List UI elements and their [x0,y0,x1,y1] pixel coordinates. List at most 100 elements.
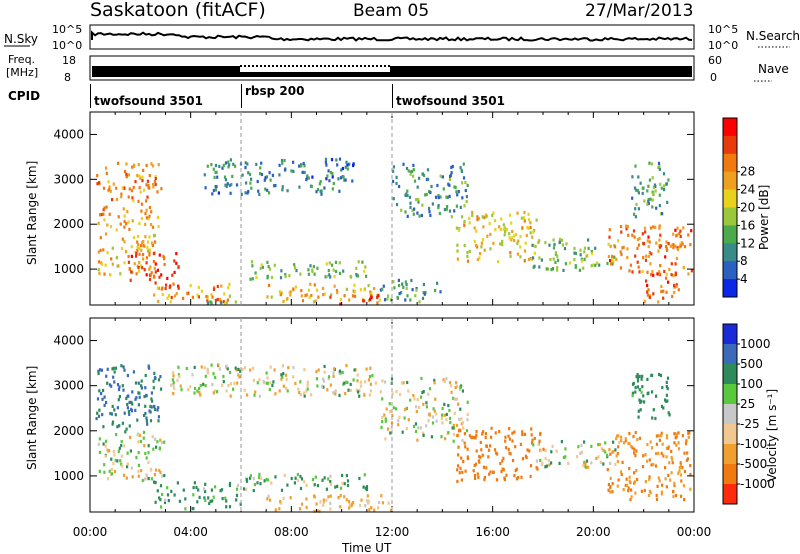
range-gate-cell [329,170,333,175]
freq-frame [89,55,695,81]
range-gate-cell [690,229,693,233]
range-gate-cell [683,451,686,455]
range-gate-cell [241,368,244,372]
range-gate-cell [627,489,630,493]
range-gate-cell [636,379,640,383]
range-gate-cell [662,296,665,300]
range-gate-cell [177,284,180,288]
range-gate-cell [672,490,675,494]
range-gate-cell [411,169,414,173]
range-gate-cell [490,435,493,439]
range-gate-cell [494,431,497,435]
range-gate-cell [660,284,663,289]
range-gate-cell [305,389,308,393]
range-gate-cell [228,483,231,488]
range-gate-cell [609,476,612,480]
range-gate-cell [439,195,442,199]
range-gate-cell [259,476,263,480]
range-gate-cell [461,389,464,393]
range-gate-cell [118,385,121,389]
range-gate-cell [315,190,318,194]
range-gate-cell [636,238,639,242]
range-gate-cell [343,294,346,298]
range-gate-cell [306,383,309,387]
range-gate-cell [662,184,666,188]
range-gate-cell [149,273,152,277]
range-gate-cell [502,223,505,227]
range-gate-cell [452,432,456,436]
range-gate-cell [617,239,620,243]
range-gate-cell [135,455,138,459]
range-gate-cell [132,235,136,240]
range-gate-cell [150,210,153,214]
range-gate-cell [619,470,623,474]
range-gate-cell [633,447,636,451]
range-gate-cell [607,483,610,487]
range-gate-cell [140,202,144,206]
range-gate-cell [686,451,689,455]
range-gate-cell [182,488,185,492]
range-gate-cell [124,170,127,174]
range-gate-cell [290,169,293,173]
range-gate-cell [413,424,416,428]
range-gate-cell [136,249,139,253]
colorbar-swatch [723,261,737,280]
range-gate-cell [320,192,323,196]
range-gate-cell [233,381,236,385]
colorbar-swatch [723,324,737,345]
range-gate-cell [582,266,585,270]
range-gate-cell [217,191,220,195]
range-gate-cell [138,186,141,190]
range-gate-cell [628,475,631,479]
range-gate-cell [658,204,661,208]
range-gate-cell [332,181,335,186]
range-gate-cell [453,411,456,415]
range-gate-cell [312,494,316,498]
range-gate-cell [166,486,169,490]
nave-tick-bottom: 0 [710,71,717,84]
range-gate-cell [120,462,123,466]
range-gate-cell [294,381,297,386]
range-gate-cell [609,485,612,489]
range-gate-cell [644,480,647,484]
range-gate-cell [520,216,523,220]
range-gate-cell [544,456,547,461]
range-gate-cell [654,464,658,468]
range-gate-cell [155,445,158,449]
range-gate-cell [611,482,614,486]
range-gate-cell [134,397,137,401]
range-gate-cell [462,426,465,430]
range-gate-cell [278,389,281,393]
range-gate-cell [395,389,398,394]
range-gate-cell [608,228,611,232]
range-gate-cell [638,436,642,440]
range-gate-cell [657,161,661,165]
range-gate-cell [286,189,289,193]
range-gate-cell [454,386,457,390]
range-gate-cell [428,210,431,214]
range-gate-cell [330,158,334,162]
range-gate-cell [661,483,664,487]
range-gate-cell [660,492,663,496]
range-gate-cell [127,254,130,259]
range-gate-cell [384,437,387,441]
range-gate-cell [687,233,690,237]
range-gate-cell [395,175,398,179]
range-gate-cell [452,426,455,430]
range-gate-cell [660,490,663,494]
range-gate-cell [426,168,430,172]
range-gate-cell [103,218,106,222]
range-gate-cell [381,420,384,424]
time-axis-label: Time UT [341,541,392,554]
range-gate-cell [321,478,324,482]
range-gate-cell [474,244,478,248]
range-gate-cell [150,405,153,409]
range-gate-cell [215,170,218,174]
range-gate-cell [642,394,645,398]
range-gate-cell [262,379,265,383]
range-gate-cell [106,477,110,481]
range-gate-cell [345,474,348,478]
colorbar-tick-label: 28 [740,165,755,179]
range-gate-cell [470,435,473,440]
range-gate-cell [662,289,665,293]
